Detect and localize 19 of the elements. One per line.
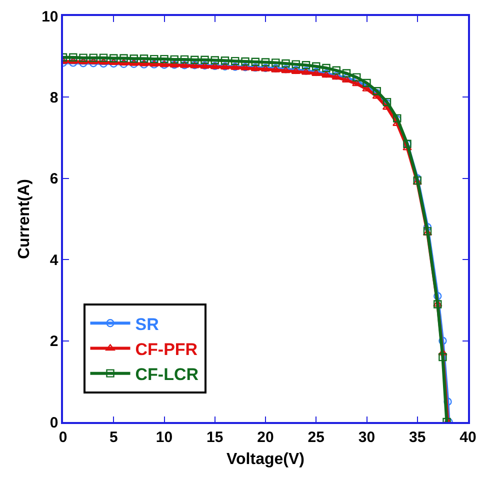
y-tick-label: 10 [42,8,58,26]
x-tick-label: 35 [409,428,426,446]
legend-label: SR [135,314,159,334]
x-axis-title: Voltage(V) [226,450,304,468]
y-axis-title: Current(A) [16,179,33,259]
y-tick-label: 6 [50,170,58,188]
x-tick-label: 10 [156,428,173,446]
legend-label: CF-LCR [135,364,199,384]
legend-label: CF-PFR [135,340,198,359]
y-tick-label: 8 [50,89,58,106]
x-tick-label: 20 [257,428,274,446]
x-tick-label: 15 [206,428,224,446]
x-tick-label: 40 [460,428,476,446]
x-tick-label: 25 [308,428,324,446]
x-tick-label: 5 [109,428,118,446]
y-tick-label: 2 [50,333,58,350]
x-tick-label: 30 [358,428,376,446]
y-tick-label: 4 [50,252,59,269]
y-tick-label: 0 [50,414,58,432]
